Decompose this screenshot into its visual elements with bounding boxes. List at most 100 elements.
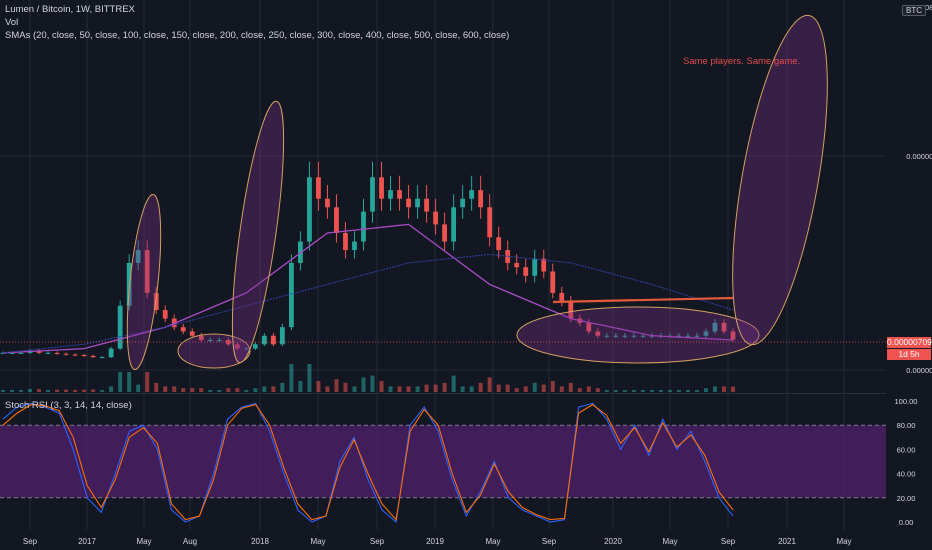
price-tick-label: 0.00000500: [906, 152, 932, 161]
candle-body: [352, 241, 357, 251]
volume-bar: [406, 386, 411, 392]
candle-body: [189, 331, 195, 336]
volume-bar: [37, 389, 42, 392]
candle-body: [433, 211, 438, 225]
volume-bar: [496, 384, 501, 392]
volume-bar: [397, 386, 402, 392]
volume-bar: [154, 382, 159, 392]
candle-body: [252, 344, 258, 349]
volume-bar: [550, 381, 555, 392]
volume-bar: [118, 372, 123, 392]
time-tick-label: May: [662, 537, 677, 546]
volume-bar: [667, 390, 672, 392]
candle-body: [487, 207, 493, 238]
candle-body: [451, 207, 457, 242]
volume-bar: [442, 382, 447, 392]
volume-bar: [361, 377, 366, 392]
candle-body: [343, 232, 348, 251]
chart-annotation: Same players. Same game.: [683, 56, 801, 67]
candle-body: [640, 335, 646, 337]
volume-bar: [523, 386, 528, 392]
candle-body: [144, 250, 150, 293]
stoch-rsi-legend: Stoch RSI (3, 3, 14, 14, close): [5, 400, 132, 411]
candle-body: [288, 262, 294, 328]
candle-body: [361, 211, 366, 242]
candle-body: [424, 198, 429, 212]
volume-bar: [172, 386, 177, 392]
candle-body: [63, 353, 69, 355]
time-tick-label: 2018: [251, 537, 269, 546]
volume-bars: [1, 364, 735, 392]
candle-body: [243, 348, 249, 350]
candle-body: [415, 198, 420, 208]
candle-body: [730, 331, 736, 340]
pattern-highlight-ellipse: [126, 193, 162, 371]
volume-bar: [352, 386, 357, 392]
volume-bar: [631, 390, 636, 392]
candle-body: [532, 258, 538, 276]
candle-body: [379, 177, 384, 199]
volume-bar: [433, 384, 438, 392]
candle-body: [72, 354, 78, 356]
candle-body: [586, 322, 592, 332]
volume-bar: [334, 379, 339, 392]
candle-body: [325, 198, 330, 208]
time-tick-label: Sep: [542, 537, 557, 546]
price-tick-label: 0.00000000: [906, 366, 932, 375]
volume-bar: [703, 388, 708, 392]
volume-bar: [100, 390, 105, 392]
volume-bar: [289, 364, 294, 392]
candle-body: [397, 190, 402, 199]
volume-bar: [181, 388, 186, 392]
candle-body: [54, 352, 60, 354]
candle-body: [442, 224, 448, 242]
candle-body: [595, 331, 601, 336]
volume-bar: [586, 386, 591, 392]
volume-bar: [731, 386, 735, 392]
candle-body: [334, 207, 339, 233]
time-tick-label: Sep: [23, 537, 38, 546]
stoch-rsi-tick-label: 100.00: [895, 397, 918, 406]
candle-body: [505, 250, 511, 263]
candle-body: [676, 335, 682, 337]
volume-bar: [307, 364, 312, 392]
volume-bar: [469, 386, 474, 392]
chart-title: Lumen / Bitcoin, 1W, BITTREX: [5, 4, 135, 15]
candle-body: [712, 322, 718, 332]
volume-bar: [127, 372, 132, 392]
time-tick-label: May: [485, 537, 500, 546]
candle-body: [559, 292, 565, 302]
candle-body: [18, 352, 24, 354]
candle-body: [694, 335, 700, 337]
last-price-badge: 0.00000709: [887, 337, 932, 348]
candle-body: [207, 340, 213, 342]
candle-body: [270, 335, 276, 345]
volume-bar: [532, 382, 537, 392]
volume-bar: [235, 388, 240, 392]
candle-body: [9, 352, 15, 354]
candle-body: [568, 301, 574, 319]
volume-bar: [604, 390, 609, 392]
volume-bar: [487, 377, 492, 392]
currency-chip[interactable]: BTC: [902, 5, 926, 16]
candle-body: [604, 335, 610, 337]
stoch-rsi-tick-label: 80.00: [897, 421, 916, 430]
time-tick-label: 2019: [426, 537, 444, 546]
stoch-rsi-tick-label: 20.00: [897, 494, 916, 503]
time-tick-label: 2020: [604, 537, 622, 546]
volume-bar: [280, 382, 285, 392]
stoch-rsi-band: [0, 425, 886, 498]
volume-bar: [595, 388, 600, 392]
candle-body: [514, 262, 520, 268]
volume-bar: [19, 390, 24, 392]
volume-bar: [64, 389, 69, 392]
volume-bar: [136, 384, 141, 392]
volume-bar: [649, 390, 654, 392]
volume-bar: [244, 390, 249, 392]
volume-bar: [370, 375, 375, 392]
volume-bar: [91, 389, 96, 392]
stoch-rsi-tick-label: 0.00: [899, 518, 914, 527]
volume-bar: [613, 390, 618, 392]
